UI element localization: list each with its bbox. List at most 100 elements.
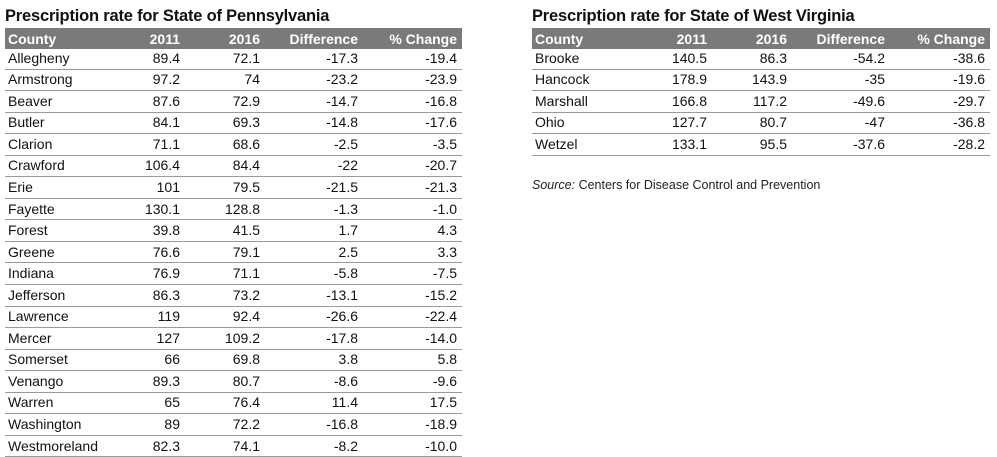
difference-cell: -47 bbox=[792, 112, 890, 135]
value-2011-cell: 66 bbox=[123, 349, 181, 372]
pennsylvania-title: Prescription rate for State of Pennsylva… bbox=[5, 7, 330, 25]
value-2011-cell: 127.7 bbox=[650, 112, 708, 135]
percent-change-cell: -10.0 bbox=[363, 435, 462, 457]
column-header-2016: 2016 bbox=[708, 28, 792, 49]
difference-cell: -14.8 bbox=[265, 112, 363, 135]
table-row: Brooke 140.5 86.3 -54.2 -38.6 bbox=[532, 49, 990, 70]
value-2011-cell: 87.6 bbox=[123, 90, 181, 113]
percent-change-cell: -21.3 bbox=[363, 176, 462, 199]
county-cell: Westmoreland bbox=[5, 435, 123, 457]
column-header-county: County bbox=[5, 28, 123, 49]
county-cell: Mercer bbox=[5, 327, 123, 350]
value-2016-cell: 80.7 bbox=[708, 112, 792, 135]
table-row: Mercer 127 109.2 -17.8 -14.0 bbox=[5, 327, 462, 350]
pennsylvania-table: County 2011 2016 Difference % Change All… bbox=[5, 28, 462, 457]
table-row: Venango 89.3 80.7 -8.6 -9.6 bbox=[5, 370, 462, 393]
value-2011-cell: 140.5 bbox=[650, 49, 708, 70]
table-row: Beaver 87.6 72.9 -14.7 -16.8 bbox=[5, 90, 462, 113]
difference-cell: -26.6 bbox=[265, 306, 363, 329]
value-2016-cell: 72.9 bbox=[181, 90, 265, 113]
value-2011-cell: 84.1 bbox=[123, 112, 181, 135]
difference-cell: -13.1 bbox=[265, 284, 363, 307]
value-2016-cell: 92.4 bbox=[181, 306, 265, 329]
percent-change-cell: -36.8 bbox=[890, 112, 990, 135]
percent-change-cell: -3.5 bbox=[363, 133, 462, 156]
percent-change-cell: -1.0 bbox=[363, 198, 462, 221]
county-cell: Allegheny bbox=[5, 49, 123, 70]
percent-change-cell: -15.2 bbox=[363, 284, 462, 307]
source-text: Centers for Disease Control and Preventi… bbox=[575, 177, 821, 192]
value-2016-cell: 76.4 bbox=[181, 392, 265, 415]
value-2011-cell: 82.3 bbox=[123, 435, 181, 457]
county-cell: Ohio bbox=[532, 112, 650, 135]
county-cell: Lawrence bbox=[5, 306, 123, 329]
value-2011-cell: 89.4 bbox=[123, 49, 181, 70]
value-2011-cell: 101 bbox=[123, 176, 181, 199]
table-row: Ohio 127.7 80.7 -47 -36.8 bbox=[532, 112, 990, 135]
county-cell: Somerset bbox=[5, 349, 123, 372]
county-cell: Beaver bbox=[5, 90, 123, 113]
value-2011-cell: 71.1 bbox=[123, 133, 181, 156]
table-row: Armstrong 97.2 74 -23.2 -23.9 bbox=[5, 69, 462, 92]
table-header-row: County 2011 2016 Difference % Change bbox=[532, 28, 990, 49]
percent-change-cell: -17.6 bbox=[363, 112, 462, 135]
table-row: Wetzel 133.1 95.5 -37.6 -28.2 bbox=[532, 133, 990, 156]
difference-cell: -8.6 bbox=[265, 370, 363, 393]
column-header-2011: 2011 bbox=[650, 28, 708, 49]
percent-change-cell: -23.9 bbox=[363, 69, 462, 92]
county-cell: Venango bbox=[5, 370, 123, 393]
county-cell: Jefferson bbox=[5, 284, 123, 307]
west-virginia-table: County 2011 2016 Difference % Change Bro… bbox=[532, 28, 990, 156]
value-2016-cell: 109.2 bbox=[181, 327, 265, 350]
value-2011-cell: 127 bbox=[123, 327, 181, 350]
value-2016-cell: 79.1 bbox=[181, 241, 265, 264]
value-2016-cell: 86.3 bbox=[708, 49, 792, 70]
difference-cell: 1.7 bbox=[265, 219, 363, 242]
column-header-percent-change: % Change bbox=[363, 28, 462, 49]
table-row: Westmoreland 82.3 74.1 -8.2 -10.0 bbox=[5, 435, 462, 457]
difference-cell: 3.8 bbox=[265, 349, 363, 372]
pennsylvania-panel: Prescription rate for State of Pennsylva… bbox=[5, 4, 462, 457]
value-2011-cell: 178.9 bbox=[650, 69, 708, 92]
county-cell: Hancock bbox=[532, 69, 650, 92]
table-row: Allegheny 89.4 72.1 -17.3 -19.4 bbox=[5, 49, 462, 70]
table-row: Somerset 66 69.8 3.8 5.8 bbox=[5, 349, 462, 372]
percent-change-cell: -9.6 bbox=[363, 370, 462, 393]
percent-change-cell: -22.4 bbox=[363, 306, 462, 329]
value-2011-cell: 130.1 bbox=[123, 198, 181, 221]
difference-cell: -1.3 bbox=[265, 198, 363, 221]
value-2016-cell: 143.9 bbox=[708, 69, 792, 92]
table-row: Hancock 178.9 143.9 -35 -19.6 bbox=[532, 69, 990, 92]
county-cell: Greene bbox=[5, 241, 123, 264]
difference-cell: -2.5 bbox=[265, 133, 363, 156]
percent-change-cell: -29.7 bbox=[890, 90, 990, 113]
table-header-row: County 2011 2016 Difference % Change bbox=[5, 28, 462, 49]
west-virginia-panel: Prescription rate for State of West Virg… bbox=[532, 4, 990, 192]
value-2011-cell: 89 bbox=[123, 413, 181, 436]
value-2011-cell: 76.9 bbox=[123, 262, 181, 285]
county-cell: Fayette bbox=[5, 198, 123, 221]
value-2016-cell: 84.4 bbox=[181, 155, 265, 178]
value-2016-cell: 74 bbox=[181, 69, 265, 92]
table-row: Warren 65 76.4 11.4 17.5 bbox=[5, 392, 462, 415]
county-cell: Butler bbox=[5, 112, 123, 135]
table-row: Forest 39.8 41.5 1.7 4.3 bbox=[5, 219, 462, 242]
source-label: Source: bbox=[532, 177, 576, 192]
county-cell: Crawford bbox=[5, 155, 123, 178]
table-row: Butler 84.1 69.3 -14.8 -17.6 bbox=[5, 112, 462, 135]
value-2016-cell: 74.1 bbox=[181, 435, 265, 457]
table-row: Jefferson 86.3 73.2 -13.1 -15.2 bbox=[5, 284, 462, 307]
county-cell: Clarion bbox=[5, 133, 123, 156]
county-cell: Warren bbox=[5, 392, 123, 415]
value-2016-cell: 73.2 bbox=[181, 284, 265, 307]
table-row: Lawrence 119 92.4 -26.6 -22.4 bbox=[5, 306, 462, 329]
value-2011-cell: 97.2 bbox=[123, 69, 181, 92]
column-header-2011: 2011 bbox=[123, 28, 181, 49]
source-note: Source: Centers for Disease Control and … bbox=[532, 178, 990, 192]
value-2011-cell: 166.8 bbox=[650, 90, 708, 113]
column-header-difference: Difference bbox=[265, 28, 363, 49]
value-2016-cell: 95.5 bbox=[708, 133, 792, 156]
difference-cell: -14.7 bbox=[265, 90, 363, 113]
value-2011-cell: 76.6 bbox=[123, 241, 181, 264]
table-row: Washington 89 72.2 -16.8 -18.9 bbox=[5, 413, 462, 436]
